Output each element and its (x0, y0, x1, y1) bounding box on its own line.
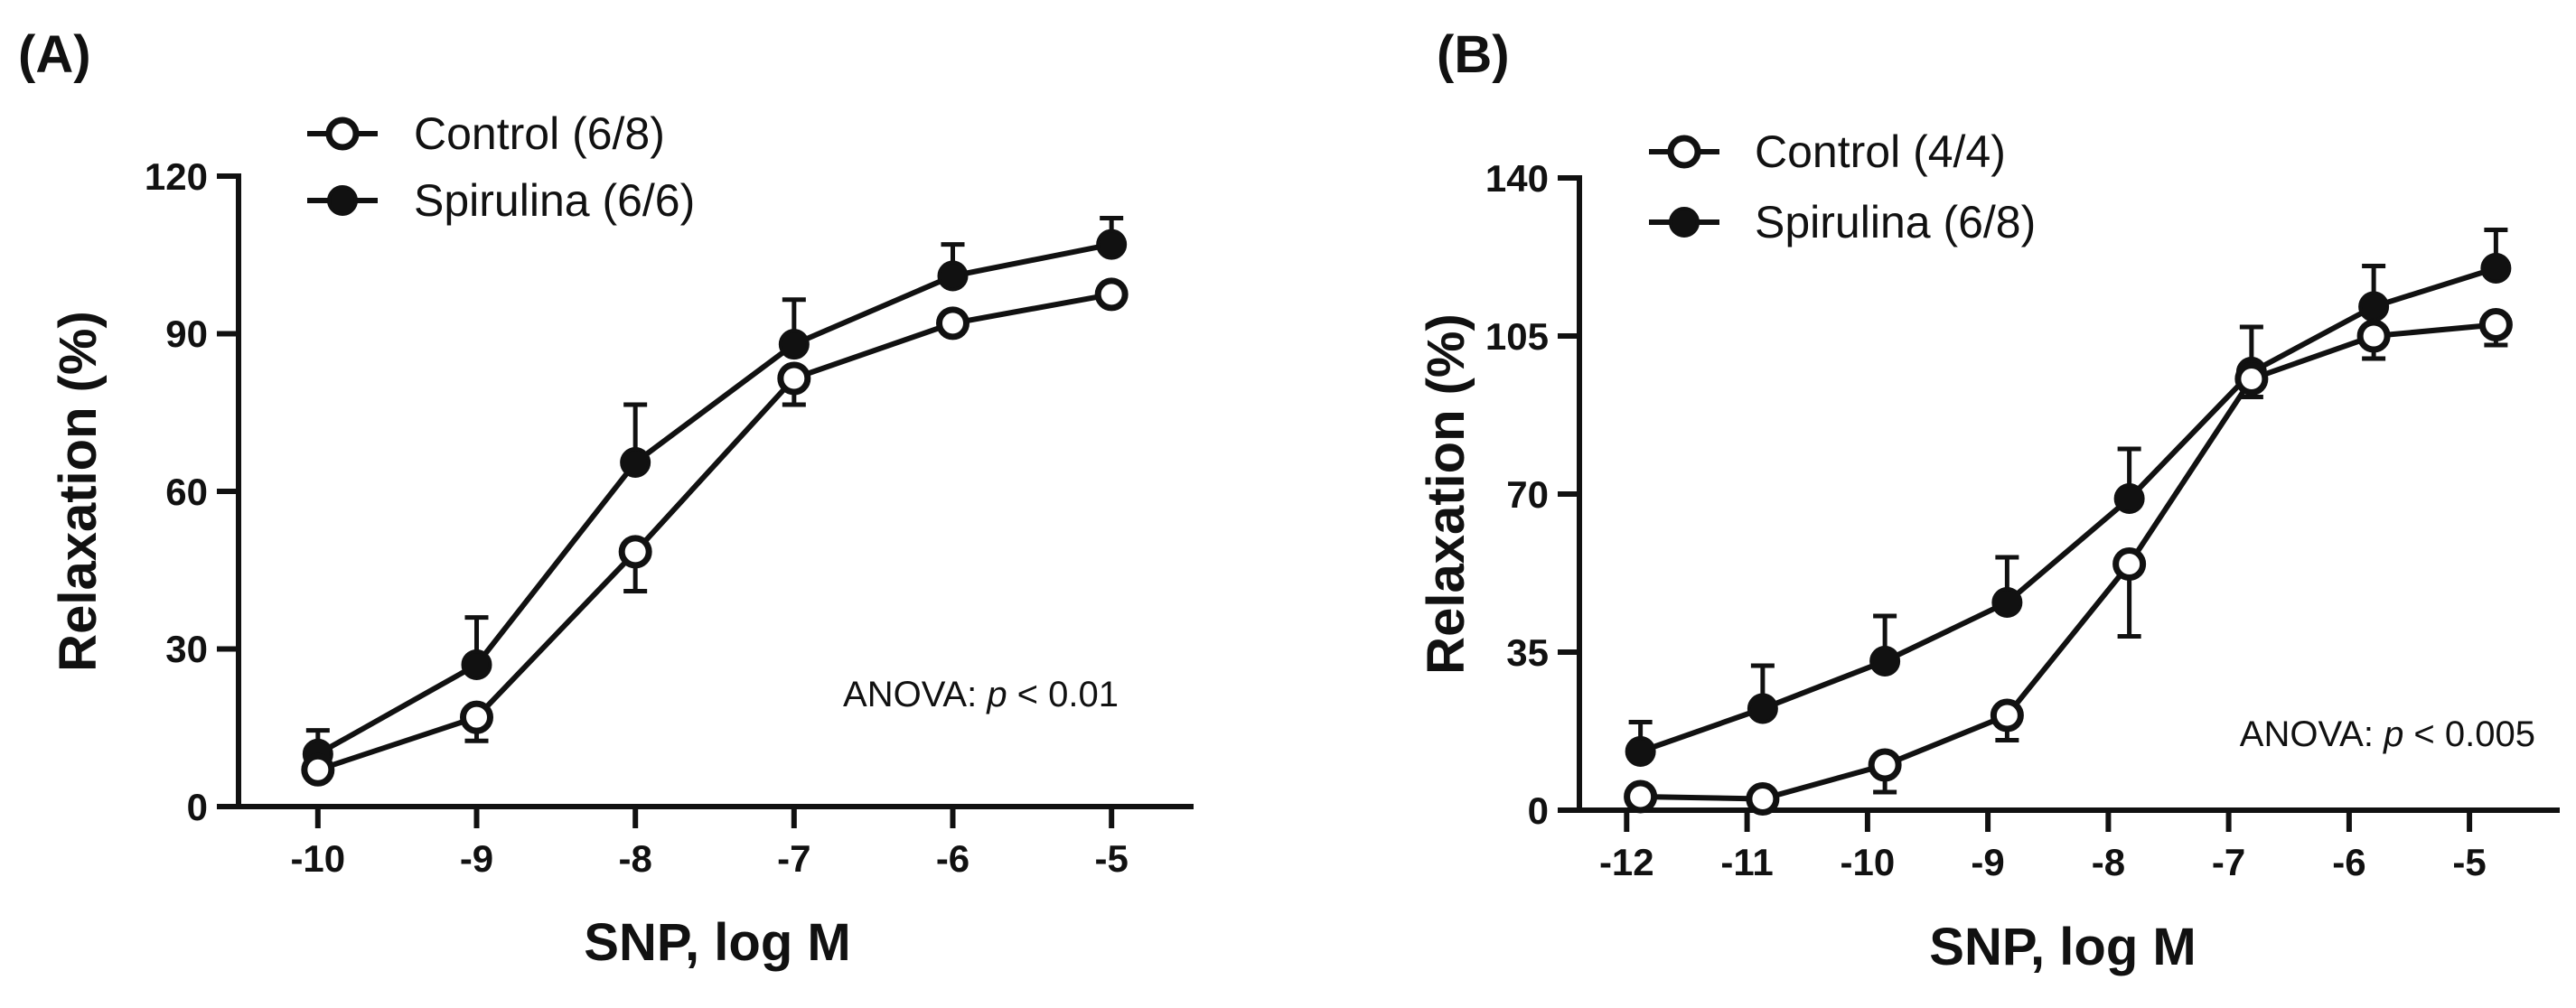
panel-b-legend-spirulina-marker (1669, 207, 1700, 238)
panel-b-spirulina-point (1625, 736, 1656, 767)
panel-b-x-tick-label: -7 (2212, 841, 2245, 883)
panel-b-control-point (1990, 698, 2024, 733)
panel-a-x-tick-label: -5 (1095, 837, 1129, 880)
panel-a-control-point (777, 361, 811, 396)
panel-a-legend-control-label: Control (6/8) (414, 108, 665, 159)
panel-a-spirulina-point (778, 329, 810, 360)
panel-a-control-point (618, 535, 652, 569)
panel-a-legend-spirulina-label: Spirulina (6/6) (414, 175, 695, 226)
panel-b-x-tick-label: -10 (1841, 841, 1896, 883)
panel-b-legend: Control (4/4) Spirulina (6/8) (1649, 126, 2036, 247)
panel-b-spirulina-point (2113, 483, 2145, 514)
panel-a: (A) 0 30 60 90 120 -10 -9 -8 -7 -6 -5 SN… (18, 25, 1194, 972)
panel-b-spirulina-point (1747, 693, 1778, 724)
panel-a-spirulina-point (620, 447, 651, 479)
panel-b-control-point (1746, 782, 1780, 816)
panel-b-plot-area (1624, 228, 2513, 816)
panel-a-y-tick-label: 90 (165, 313, 208, 355)
panel-a-anova-suffix: < 0.01 (1007, 675, 1119, 714)
panel-b-y-tick-label: 140 (1485, 157, 1549, 200)
panel-b-x-tick-label: -11 (1720, 841, 1773, 883)
panel-b-legend-control-marker (1667, 135, 1701, 169)
panel-b-y-tick-label: 70 (1506, 473, 1549, 516)
panel-a-anova-prefix: ANOVA: (843, 675, 987, 714)
panel-a-x-tick-label: -6 (936, 837, 970, 880)
panel-a-control-point (936, 306, 970, 341)
panel-a-y-axis-title: Relaxation (%) (49, 311, 108, 672)
panel-a-legend-spirulina-marker (327, 185, 358, 216)
panel-a-plot-area (301, 216, 1129, 787)
panel-a-control-line (316, 291, 1112, 773)
panel-b-anova-p: p (2383, 714, 2403, 754)
panel-a-y-tick-label: 30 (165, 628, 208, 670)
panel-a-spirulina-line (316, 241, 1112, 757)
panel-b: (B) 0 35 70 105 140 -12 -11 -10 -9 -8 -7… (1417, 25, 2560, 976)
panel-a-y-tick-label: 120 (145, 155, 208, 198)
panel-b-y-tick-label: 0 (1528, 789, 1549, 832)
panel-b-anova-annotation: ANOVA: p < 0.005 (2240, 714, 2535, 754)
panel-b-anova-suffix: < 0.005 (2403, 714, 2535, 754)
panel-b-y-tick-label: 35 (1506, 631, 1549, 674)
panel-a-spirulina-point (937, 260, 969, 292)
panel-a-control-point (301, 752, 335, 787)
panel-b-x-tick-label: -5 (2452, 841, 2486, 883)
panel-a-y-tick-label: 60 (165, 471, 208, 513)
panel-a-x-tick-label: -9 (460, 837, 493, 880)
panel-b-control-point (1624, 779, 1658, 814)
panel-b-control-line (1640, 322, 2496, 802)
panel-b-label: (B) (1437, 25, 1510, 84)
panel-b-y-tick-label: 105 (1485, 315, 1549, 358)
panel-b-spirulina-point (1991, 587, 2023, 618)
panel-b-x-tick-label: -12 (1599, 841, 1654, 883)
panel-a-x-tick-label: -10 (290, 837, 345, 880)
panel-a-control-point (460, 700, 493, 734)
panel-a-spirulina-point (1096, 229, 1128, 260)
panel-b-x-tick-label: -9 (1971, 841, 2004, 883)
panel-b-control-point (1868, 748, 1902, 782)
panel-b-y-axis-title: Relaxation (%) (1417, 313, 1475, 675)
panel-b-anova-prefix: ANOVA: (2240, 714, 2384, 754)
panel-a-spirulina-point (461, 649, 492, 680)
panel-a-label: (A) (18, 25, 91, 84)
panel-a-x-tick-label: -7 (777, 837, 810, 880)
panel-a-anova-annotation: ANOVA: p < 0.01 (843, 675, 1119, 714)
panel-a-legend: Control (6/8) Spirulina (6/6) (307, 108, 695, 226)
panel-a-anova-p: p (986, 675, 1007, 714)
panel-b-spirulina-point (2358, 291, 2390, 322)
panel-a-x-axis-title: SNP, log M (584, 913, 850, 972)
panel-b-control-point (2478, 308, 2513, 341)
panel-a-x-tick-label: -8 (619, 837, 652, 880)
panel-b-legend-control-label: Control (4/4) (1755, 126, 2006, 177)
panel-b-control-point (2234, 362, 2269, 396)
panel-b-legend-spirulina-label: Spirulina (6/8) (1755, 197, 2036, 247)
panel-b-spirulina-point (2480, 253, 2512, 284)
panel-b-x-axis-title: SNP, log M (1929, 918, 2196, 976)
panel-b-spirulina-point (1869, 646, 1901, 677)
panel-b-x-tick-label: -8 (2092, 841, 2125, 883)
panel-a-control-point (1094, 277, 1129, 312)
panel-b-x-tick-label: -6 (2332, 841, 2365, 883)
panel-a-y-tick-label: 0 (187, 786, 208, 828)
panel-b-spirulina-line (1639, 266, 2497, 754)
panel-a-legend-control-marker (325, 117, 360, 151)
panel-b-control-point (2356, 319, 2391, 353)
panel-b-control-point (2112, 547, 2147, 581)
